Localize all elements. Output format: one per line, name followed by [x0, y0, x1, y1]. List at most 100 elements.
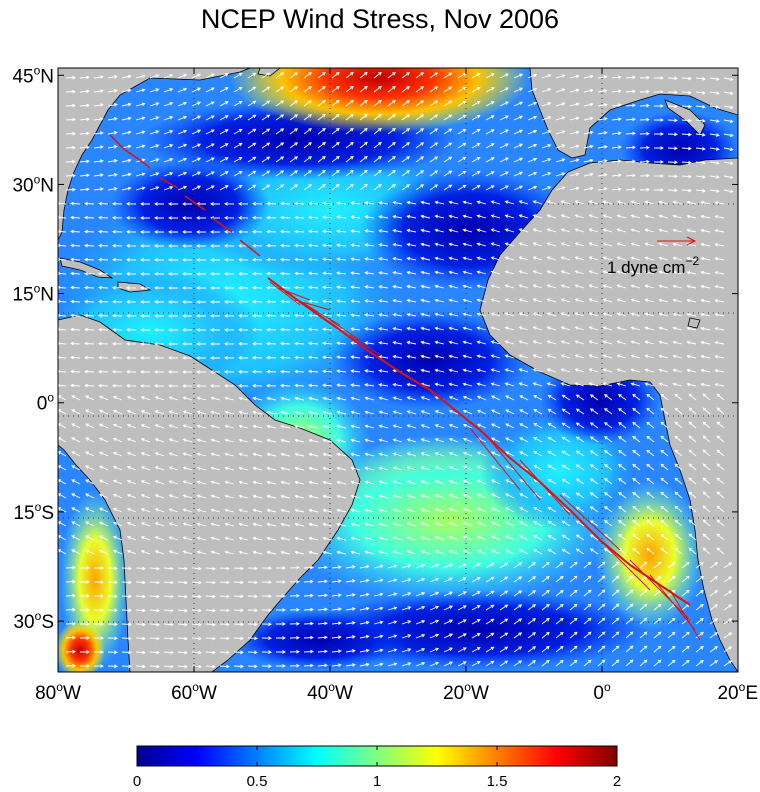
wind-vector [373, 141, 382, 149]
wind-vector [289, 170, 299, 177]
wind-vector [331, 113, 340, 121]
wind-vector [205, 664, 216, 669]
wind-vector [261, 566, 272, 570]
wind-vector [716, 505, 725, 513]
wind-vector [519, 409, 529, 415]
wind-vector [555, 186, 566, 191]
wind-vector [415, 633, 426, 639]
wind-vector [462, 242, 473, 247]
wind-vector [672, 312, 683, 317]
wind-vector [233, 171, 243, 177]
wind-vector [93, 75, 104, 79]
wind-vector [71, 395, 81, 401]
wind-vector [98, 341, 109, 346]
wind-vector [476, 395, 487, 401]
wind-vector [541, 589, 550, 597]
wind-vector [658, 200, 669, 205]
wind-vector [547, 548, 557, 555]
wind-vector [560, 284, 571, 289]
wind-vector [597, 159, 608, 163]
lat-tick-label: 15oS [13, 500, 54, 524]
wind-vector [653, 603, 662, 611]
wind-vector [695, 188, 706, 193]
wind-vector [527, 590, 537, 597]
wind-vector [630, 228, 641, 233]
wind-vector [709, 660, 719, 667]
wind-vector [93, 145, 104, 149]
wind-vector [406, 354, 417, 359]
wind-vector [462, 214, 473, 219]
wind-vector [541, 172, 552, 177]
wind-vector [205, 87, 215, 93]
wind-vector [266, 201, 277, 206]
wind-vector [485, 143, 495, 149]
wind-vector [345, 169, 354, 177]
wind-vector [373, 183, 382, 191]
wind-vector [457, 563, 467, 569]
wind-vector [163, 88, 174, 93]
wind-vector [476, 214, 487, 219]
wind-vector [686, 270, 697, 275]
wind-vector [527, 171, 538, 177]
wind-vector [448, 382, 459, 387]
wind-vector [359, 141, 368, 149]
wind-vector [695, 118, 706, 123]
wind-vector [350, 229, 361, 233]
wind-vector [98, 313, 109, 318]
wind-vector [603, 408, 613, 415]
wind-vector [331, 607, 342, 611]
wind-vector [140, 314, 151, 318]
lon-tick-label: 0o [593, 680, 611, 704]
wind-vector [667, 118, 678, 123]
wind-vector [471, 563, 481, 569]
wind-vector [716, 435, 725, 443]
wind-vector [695, 617, 704, 625]
wind-vector [569, 88, 580, 93]
wind-vector [686, 354, 697, 359]
wind-vector [93, 664, 104, 668]
wind-vector [513, 562, 523, 569]
wind-vector [588, 298, 599, 303]
wind-vector [485, 157, 495, 163]
wind-vector [527, 618, 537, 625]
wind-vector [532, 228, 543, 233]
wind-vector [196, 356, 207, 360]
wind-vector [93, 159, 104, 163]
wind-vector [415, 591, 426, 597]
wind-vector [154, 550, 165, 555]
wind-vector [317, 663, 328, 668]
wind-vector [93, 131, 104, 135]
wind-vector [616, 242, 627, 247]
lat-tick-label: 15oN [12, 282, 54, 306]
wind-vector [247, 170, 257, 177]
wind-vector [210, 396, 221, 401]
wind-vector [163, 622, 174, 627]
wind-vector [238, 522, 249, 527]
wind-vector [79, 187, 90, 192]
wind-vector [275, 156, 285, 163]
wind-vector [322, 424, 333, 429]
wind-vector [471, 577, 481, 583]
wind-vector [280, 299, 291, 304]
wind-vector [716, 519, 725, 527]
wind-vector [443, 591, 454, 597]
wind-vector [597, 131, 608, 135]
map-area [58, 68, 738, 672]
wind-vector [406, 382, 417, 387]
wind-vector [196, 522, 207, 527]
wind-vector [505, 479, 515, 485]
wind-vector [476, 354, 487, 359]
wind-vector [490, 214, 501, 219]
wind-vector [625, 145, 636, 150]
wind-vector [191, 73, 202, 79]
wind-vector [630, 368, 641, 373]
wind-vector [261, 156, 271, 163]
wind-vector [163, 74, 174, 79]
wind-vector [154, 356, 165, 360]
wind-vector [546, 228, 557, 233]
wind-vector [233, 157, 243, 163]
wind-vector [261, 128, 271, 135]
wind-vector [205, 101, 215, 107]
wind-vector [429, 156, 439, 163]
